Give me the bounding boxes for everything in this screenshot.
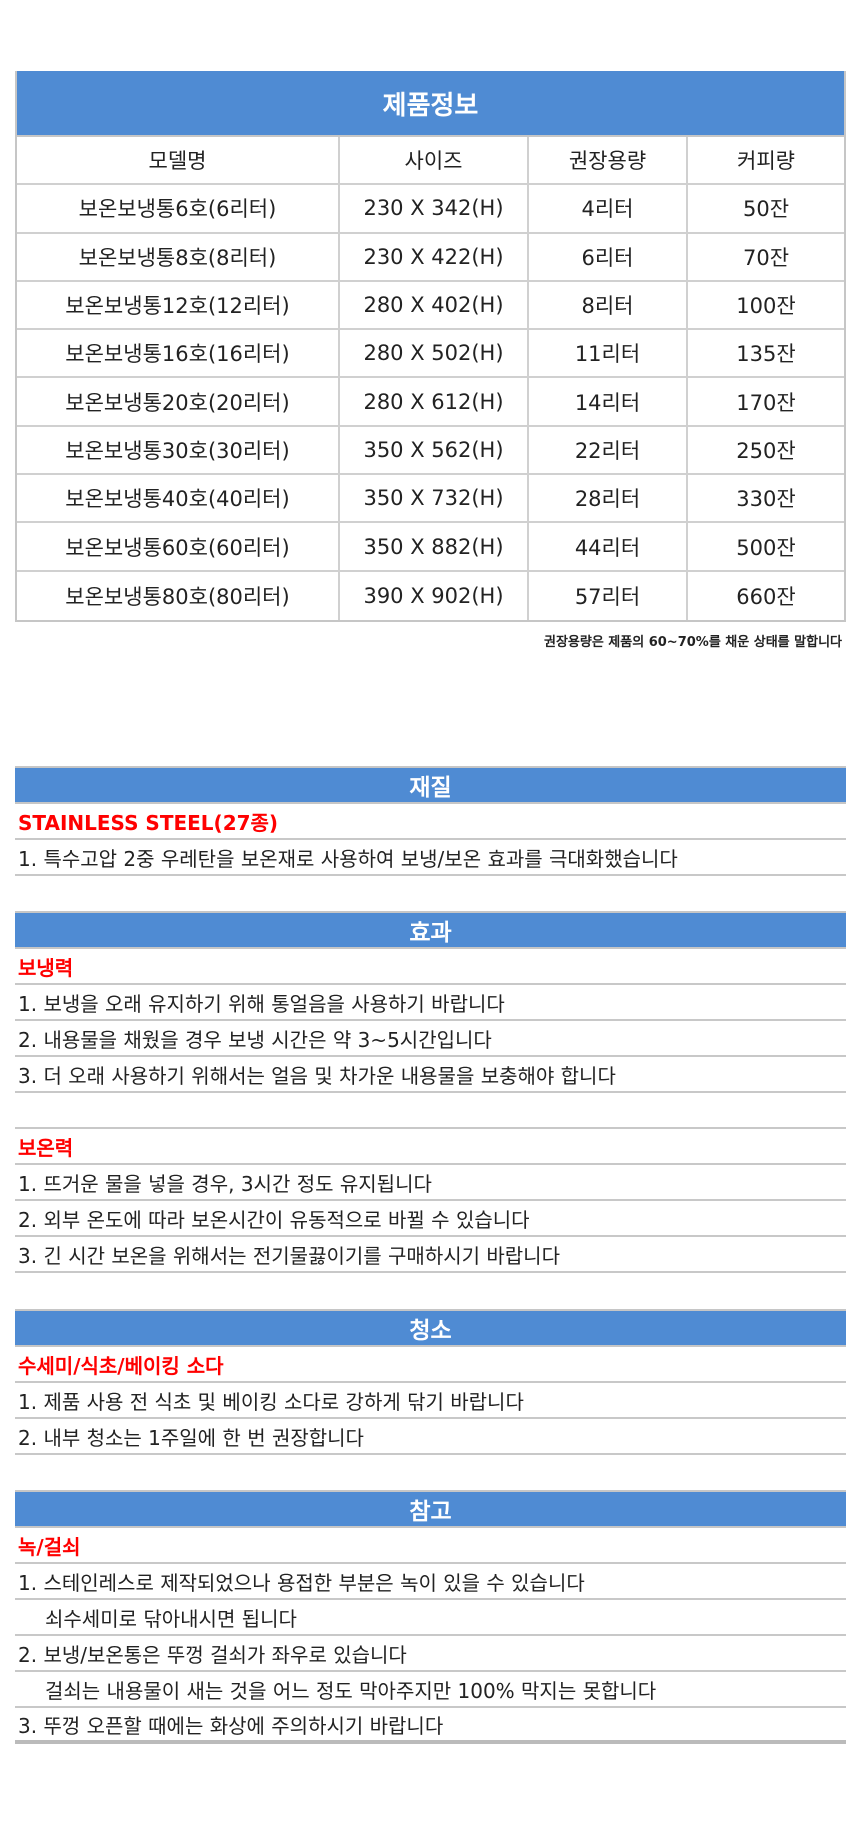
table-cell: 280 X 612(H) [340, 378, 529, 425]
table-cell: 390 X 902(H) [340, 571, 529, 620]
spacer-row [15, 1093, 846, 1129]
section-subtitle: 녹/걸쇠 [15, 1528, 846, 1564]
table-cell: 14리터 [529, 378, 688, 425]
table-title: 제품정보 [17, 71, 844, 137]
list-item: 1. 뜨거운 물을 넣을 경우, 3시간 정도 유지됩니다 [15, 1165, 846, 1201]
table-cell: 보온보냉통16호(16리터) [17, 330, 340, 377]
table-cell: 보온보냉통30호(30리터) [17, 426, 340, 474]
table-row: 보온보냉통60호(60리터) 350 X 882(H) 44리터 500잔 [17, 523, 844, 572]
table-cell: 6리터 [529, 233, 688, 280]
table-cell: 57리터 [529, 571, 688, 620]
table-cell: 170잔 [736, 390, 796, 415]
table-cell: 8리터 [529, 281, 688, 329]
table-cell: 보온보냉통60호(60리터) [17, 523, 340, 570]
capacity-note: 권장용량은 제품의 60~70%를 채운 상태를 말합니다 [543, 635, 842, 650]
column-header: 커피량 [737, 149, 795, 174]
table-cell: 280 X 502(H) [340, 330, 529, 377]
table-cell: 4리터 [529, 185, 688, 232]
section-subtitle: 보냉력 [15, 949, 846, 985]
list-item: 2. 외부 온도에 따라 보온시간이 유동적으로 바뀔 수 있습니다 [15, 1201, 846, 1237]
table-row: 보온보냉통6호(6리터) 230 X 342(H) 4리터 50잔 [17, 185, 844, 234]
table-row: 보온보냉통12호(12리터) 280 X 402(H) 8리터 100잔 [17, 281, 844, 331]
table-cell: 28리터 [529, 475, 688, 522]
table-cell: 230 X 422(H) [340, 233, 529, 280]
table-row: 보온보냉통80호(80리터) 390 X 902(H) 57리터 660잔 [17, 571, 844, 620]
table-cell: 250잔 [736, 438, 796, 463]
list-item: 1. 스테인레스로 제작되었으나 용접한 부분은 녹이 있을 수 있습니다 [15, 1564, 846, 1600]
table-cell: 11리터 [529, 330, 688, 377]
column-header: 모델명 [17, 137, 340, 184]
table-row: 보온보냉통30호(30리터) 350 X 562(H) 22리터 250잔 [17, 426, 844, 476]
table-cell: 보온보냉통80호(80리터) [17, 571, 340, 620]
list-item: 걸쇠는 내용물이 새는 것을 어느 정도 막아주지만 100% 막지는 못합니다 [15, 1672, 846, 1708]
table-cell: 500잔 [736, 535, 796, 560]
table-cell: 280 X 402(H) [340, 281, 529, 329]
table-cell: 330잔 [736, 487, 796, 512]
list-item: 1. 보냉을 오래 유지하기 위해 통얼음을 사용하기 바랍니다 [15, 985, 846, 1021]
table-row: 보온보냉통20호(20리터) 280 X 612(H) 14리터 170잔 [17, 378, 844, 427]
table-cell: 135잔 [736, 342, 796, 367]
table-cell: 100잔 [736, 294, 796, 319]
column-header: 사이즈 [340, 137, 529, 184]
section-header: 재질 [15, 766, 846, 804]
table-cell: 350 X 562(H) [340, 426, 529, 474]
table-cell: 보온보냉통20호(20리터) [17, 378, 340, 425]
table-row: 보온보냉통8호(8리터) 230 X 422(H) 6리터 70잔 [17, 233, 844, 282]
table-cell: 230 X 342(H) [340, 185, 529, 232]
list-item: 2. 보냉/보온통은 뚜껑 걸쇠가 좌우로 있습니다 [15, 1636, 846, 1672]
material-section: 재질 STAINLESS STEEL(27종) 1. 특수고압 2중 우레탄을 … [15, 766, 846, 876]
list-item: 3. 더 오래 사용하기 위해서는 얼음 및 차가운 내용물을 보충해야 합니다 [15, 1057, 846, 1093]
table-cell: 보온보냉통40호(40리터) [17, 475, 340, 522]
list-item: 1. 제품 사용 전 식초 및 베이킹 소다로 강하게 닦기 바랍니다 [15, 1383, 846, 1419]
section-subtitle: STAINLESS STEEL(27종) [15, 804, 846, 840]
table-cell: 70잔 [742, 245, 790, 270]
table-row: 보온보냉통40호(40리터) 350 X 732(H) 28리터 330잔 [17, 475, 844, 524]
reference-section: 참고 녹/걸쇠 1. 스테인레스로 제작되었으나 용접한 부분은 녹이 있을 수… [15, 1490, 846, 1744]
table-cell: 44리터 [529, 523, 688, 570]
table-cell: 350 X 732(H) [340, 475, 529, 522]
list-item: 1. 특수고압 2중 우레탄을 보온재로 사용하여 보냉/보온 효과를 극대화했… [15, 840, 846, 876]
product-info-table: 제품정보 모델명 사이즈 권장용량 커피량 보온보냉통6호(6리터) 230 X … [15, 71, 846, 622]
list-item: 3. 긴 시간 보온을 위해서는 전기물끓이기를 구매하시기 바랍니다 [15, 1237, 846, 1273]
section-subtitle: 수세미/식초/베이킹 소다 [15, 1347, 846, 1383]
list-item: 쇠수세미로 닦아내시면 됩니다 [15, 1600, 846, 1636]
table-cell: 350 X 882(H) [340, 523, 529, 570]
table-cell: 보온보냉통8호(8리터) [17, 233, 340, 280]
list-item: 3. 뚜껑 오픈할 때에는 화상에 주의하시기 바랍니다 [15, 1708, 846, 1744]
table-cell: 22리터 [529, 426, 688, 474]
list-item: 2. 내부 청소는 1주일에 한 번 권장합니다 [15, 1419, 846, 1455]
section-header: 청소 [15, 1309, 846, 1347]
section-header: 효과 [15, 911, 846, 949]
table-cell: 보온보냉통6호(6리터) [17, 185, 340, 232]
table-cell: 660잔 [736, 584, 796, 609]
table-cell: 50잔 [742, 197, 790, 222]
section-header: 참고 [15, 1490, 846, 1528]
table-cell: 보온보냉통12호(12리터) [17, 281, 340, 329]
column-header: 권장용량 [529, 137, 688, 184]
cleaning-section: 청소 수세미/식초/베이킹 소다 1. 제품 사용 전 식초 및 베이킹 소다로… [15, 1309, 846, 1455]
table-header-row: 모델명 사이즈 권장용량 커피량 [17, 137, 844, 186]
list-item: 2. 내용물을 채웠을 경우 보냉 시간은 약 3~5시간입니다 [15, 1021, 846, 1057]
table-row: 보온보냉통16호(16리터) 280 X 502(H) 11리터 135잔 [17, 330, 844, 379]
effect-section: 효과 보냉력 1. 보냉을 오래 유지하기 위해 통얼음을 사용하기 바랍니다 … [15, 911, 846, 1273]
section-subtitle: 보온력 [15, 1129, 846, 1165]
